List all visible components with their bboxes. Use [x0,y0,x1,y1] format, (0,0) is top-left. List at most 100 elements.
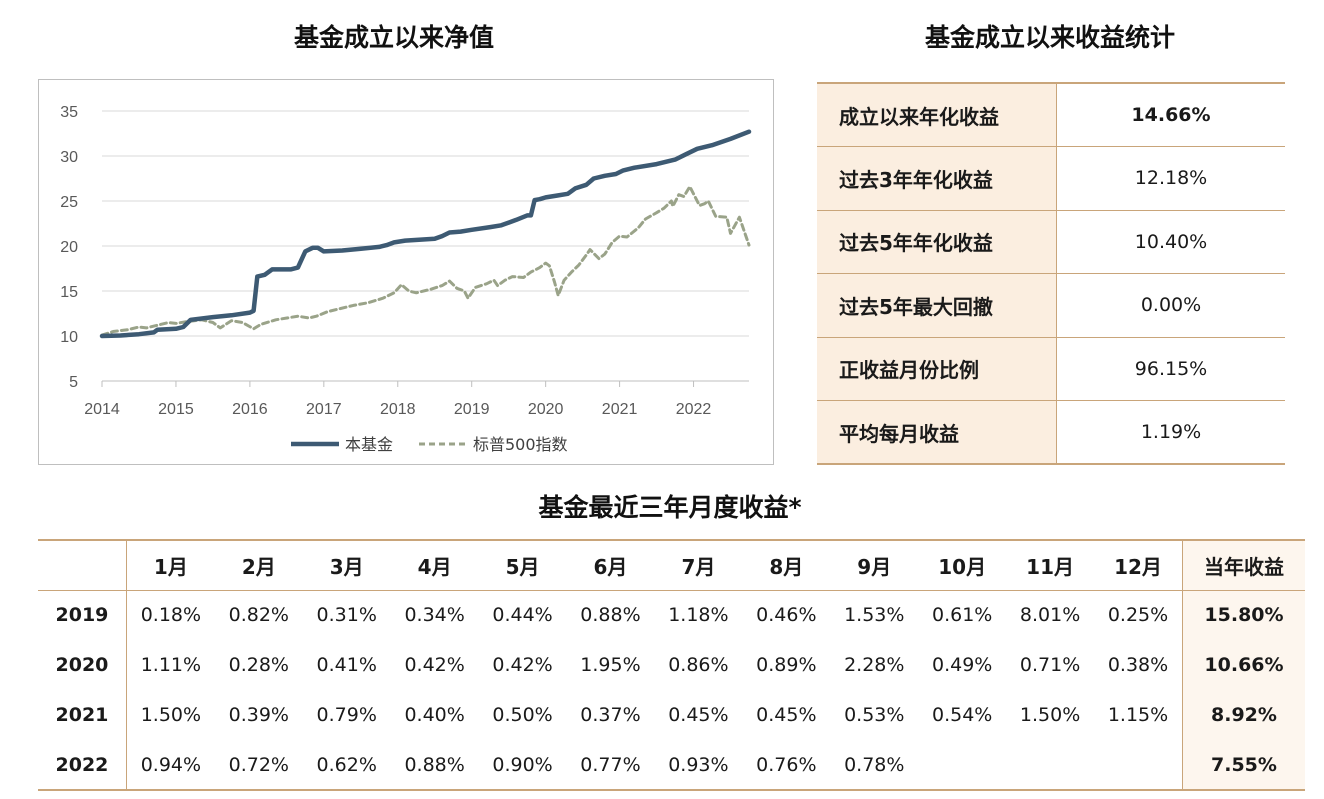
y-tick-label: 5 [69,374,78,391]
monthly-title: 基金最近三年月度收益* [538,493,802,522]
month-header: 1月 [126,539,215,591]
month-header: 4月 [390,539,479,591]
month-header: 3月 [302,539,391,591]
month-value: 0.71% [1019,654,1081,676]
month-value: 0.45% [756,704,817,726]
stats-value: 1.19% [1056,400,1285,465]
month-value: 0.78% [830,740,919,791]
monthly-returns-table: 1月 2月 3月 4月 5月 6月 7月 8月 9月 10月 11月 12月 当年收益 2019 0.18… [38,539,1305,791]
series-line-fund [99,129,752,339]
month-value: 0.88% [580,604,641,627]
month-value: 1.11% [140,654,202,676]
legend-label: 本基金 [345,435,393,454]
month-value: 1.50% [140,704,202,726]
stats-label: 成立以来年化收益 [817,82,1057,147]
stats-label: 平均每月收益 [817,400,1057,465]
month-value: 0.41% [316,654,377,676]
stats-row: 平均每月收益 1.19% [817,400,1285,465]
month-value: 0.88% [390,740,479,791]
y-tick-label: 15 [60,284,78,301]
stats-value: 10.40% [1056,209,1285,274]
year-total: 10.66% [1181,640,1305,690]
month-value: 2.28% [844,654,905,676]
x-tick-label: 2016 [232,401,268,418]
month-value: 1.95% [580,654,641,676]
month-value: 0.61% [931,604,993,627]
month-value: 0.39% [228,704,289,726]
x-tick-label: 2022 [676,401,712,418]
nav-chart-svg: 5 10 15 20 25 30 35 2014 2015 2016 2017 2018 2019 202… [60,104,752,454]
year-total: 8.92% [1181,690,1305,740]
y-tick-label: 35 [60,104,78,121]
stats-value: 12.18% [1056,146,1285,211]
month-value [918,740,1007,791]
table-row: 2019 0.18% 0.82% 0.31% 0.34% 0.44% 0.88% 1.18% 0… [38,590,1305,640]
month-value: 0.82% [228,604,289,627]
stats-row: 成立以来年化收益 14.66% [817,82,1285,147]
stats-value: 14.66% [1056,82,1285,147]
month-value: 0.77% [566,740,655,791]
year-total: 7.55% [1181,740,1305,791]
month-value: 8.01% [1019,604,1081,627]
stats-row: 过去5年最大回撤 0.00% [817,273,1285,338]
month-value: 0.40% [404,704,465,726]
month-value: 0.76% [742,740,831,791]
stats-value: 96.15% [1056,336,1285,401]
x-tick-label: 2020 [528,401,564,418]
x-tick-label: 2021 [602,401,638,418]
month-value: 0.46% [756,604,817,627]
stats-label: 过去3年年化收益 [817,146,1057,211]
month-header: 5月 [478,539,567,591]
x-tick-label: 2019 [454,401,490,418]
month-value [1094,740,1183,791]
month-value: 0.49% [931,654,993,676]
y-tick-label: 10 [60,329,78,346]
table-row: 2021 1.50% 0.39% 0.79% 0.40% 0.50% 0.37% 0.45% 0… [38,690,1305,740]
chart-title: 基金成立以来净值 [293,23,494,52]
year-total: 15.80% [1181,590,1305,640]
stats-title: 基金成立以来收益统计 [924,23,1175,52]
month-header: 9月 [830,539,919,591]
month-value: 0.28% [228,654,289,676]
month-value: 0.79% [316,704,377,726]
table-row: 2022 0.94% 0.72% 0.62% 0.88% 0.90% 0.77% 0.93% 0… [38,740,1305,791]
stats-value: 0.00% [1056,273,1285,338]
month-value: 1.50% [1019,704,1081,726]
month-header: 10月 [918,539,1007,591]
month-value: 0.45% [668,704,729,726]
month-value: 0.72% [214,740,303,791]
x-tick-label: 2015 [158,401,194,418]
month-value: 0.42% [492,654,553,676]
month-value: 0.50% [492,704,553,726]
y-tick-label: 30 [60,149,78,166]
stats-label: 过去5年年化收益 [817,209,1057,274]
month-header: 12月 [1094,539,1183,591]
month-value: 0.53% [844,704,905,726]
stats-table: 成立以来年化收益 14.66% 过去3年年化收益 12.18% 过去5年年化收益 10.4… [817,82,1285,465]
stats-row: 过去3年年化收益 12.18% [817,146,1285,211]
month-header: 2月 [214,539,303,591]
month-value: 0.62% [302,740,391,791]
year-cell: 2021 [38,690,127,740]
month-value: 0.93% [654,740,743,791]
month-value: 1.15% [1107,704,1169,726]
month-value: 0.31% [316,604,377,627]
month-value: 0.86% [668,654,729,676]
table-row: 2020 1.11% 0.28% 0.41% 0.42% 0.42% 1.95% 0.86% 0… [38,640,1305,690]
x-tick-label: 2018 [380,401,416,418]
month-value: 0.94% [126,740,215,791]
month-header: 7月 [654,539,743,591]
month-value: 0.89% [756,654,817,676]
header-corner [38,539,127,591]
stats-label: 过去5年最大回撤 [817,273,1057,338]
x-tick-label: 2014 [84,401,120,418]
month-value: 0.42% [404,654,465,676]
month-value: 0.38% [1107,654,1169,676]
y-tick-label: 20 [60,239,78,256]
month-header: 8月 [742,539,831,591]
total-header: 当年收益 [1181,539,1305,591]
year-cell: 2019 [38,590,127,640]
legend-label: 标普500指数 [473,435,568,454]
stats-row: 正收益月份比例 96.15% [817,336,1285,401]
month-value: 0.34% [404,604,465,627]
